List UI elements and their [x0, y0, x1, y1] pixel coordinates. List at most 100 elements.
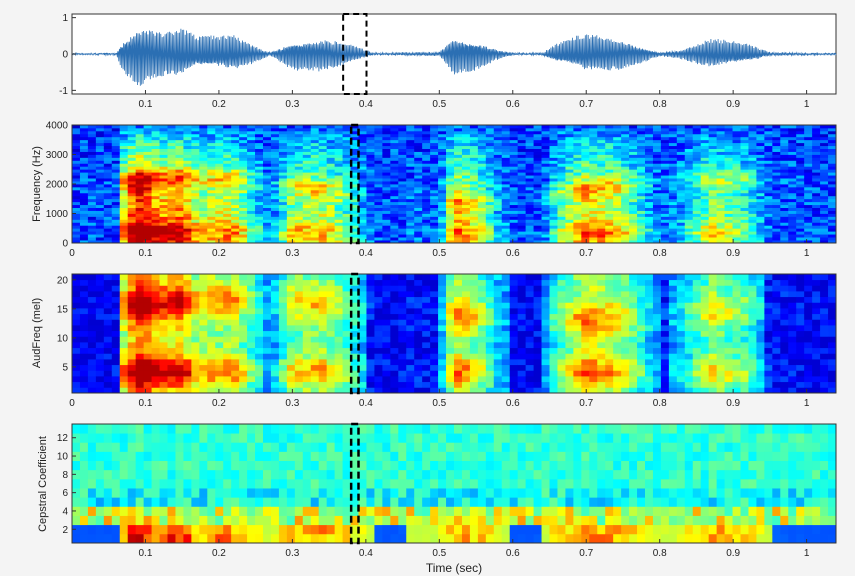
- heatmap-cell: [374, 175, 383, 179]
- heatmap-cell: [820, 127, 829, 132]
- heatmap-cell: [135, 192, 145, 197]
- heatmap-cell: [207, 216, 216, 220]
- heatmap-cell: [167, 139, 176, 144]
- heatmap-cell: [199, 381, 208, 388]
- heatmap-cell: [334, 172, 343, 176]
- heatmap-cell: [127, 204, 137, 208]
- heatmap-cell: [215, 192, 224, 197]
- heatmap-cell: [756, 142, 765, 147]
- heatmap-cell: [660, 151, 670, 155]
- heatmap-cell: [127, 139, 137, 144]
- heatmap-cell: [334, 181, 343, 185]
- heatmap-cell: [772, 186, 781, 191]
- heatmap-cell: [270, 172, 280, 176]
- heatmap-cell: [557, 225, 566, 229]
- heatmap-cell: [270, 387, 280, 394]
- heatmap-cell: [310, 195, 320, 200]
- heatmap-cell: [263, 231, 272, 235]
- heatmap-cell: [72, 198, 81, 203]
- heatmap-cell: [756, 210, 765, 214]
- heatmap-cell: [79, 347, 89, 354]
- heatmap-cell: [430, 136, 439, 141]
- heatmap-cell: [804, 225, 813, 229]
- heatmap-cell: [390, 387, 399, 394]
- heatmap-cell: [342, 347, 351, 354]
- heatmap-cell: [652, 189, 662, 194]
- heatmap-cell: [223, 359, 232, 366]
- heatmap-cell: [565, 228, 574, 232]
- heatmap-cell: [461, 130, 471, 135]
- heatmap-cell: [294, 198, 304, 203]
- heatmap-cell: [557, 148, 566, 152]
- heatmap-cell: [175, 370, 184, 377]
- heatmap-cell: [382, 279, 391, 286]
- heatmap-cell: [485, 166, 495, 170]
- heatmap-cell: [629, 125, 638, 129]
- heatmap-cell: [525, 225, 534, 229]
- heatmap-cell: [565, 192, 574, 197]
- heatmap-cell: [565, 234, 574, 238]
- heatmap-cell: [477, 225, 487, 229]
- heatmap-cell: [756, 127, 765, 132]
- heatmap-cell: [143, 186, 152, 191]
- heatmap-cell: [461, 181, 471, 185]
- heatmap-cell: [708, 225, 718, 229]
- heatmap-cell: [485, 225, 495, 229]
- heatmap-cell: [326, 319, 336, 326]
- heatmap-cell: [318, 145, 328, 149]
- heatmap-cell: [358, 142, 367, 147]
- heatmap-cell: [382, 207, 391, 211]
- heatmap-cell: [390, 370, 399, 377]
- heatmap-cell: [167, 142, 176, 147]
- heatmap-cell: [374, 359, 383, 366]
- heatmap-cell: [366, 172, 375, 176]
- heatmap-cell: [358, 139, 367, 144]
- heatmap-cell: [270, 274, 280, 281]
- heatmap-cell: [517, 157, 527, 161]
- heatmap-cell: [342, 213, 351, 217]
- heatmap-cell: [573, 172, 582, 176]
- heatmap-cell: [398, 216, 407, 220]
- heatmap-cell: [398, 222, 407, 226]
- heatmap-cell: [270, 359, 280, 366]
- heatmap-cell: [390, 210, 399, 214]
- heatmap-cell: [621, 240, 630, 244]
- heatmap-cell: [828, 201, 837, 206]
- heatmap-cell: [637, 157, 646, 161]
- heatmap-cell: [493, 142, 503, 147]
- heatmap-cell: [350, 172, 359, 176]
- heatmap-cell: [469, 291, 479, 298]
- heatmap-cell: [485, 163, 495, 167]
- heatmap-cell: [796, 195, 805, 200]
- heatmap-cell: [151, 148, 160, 152]
- heatmap-cell: [342, 231, 351, 235]
- heatmap-cell: [191, 192, 200, 197]
- heatmap-cell: [629, 127, 638, 132]
- heatmap-cell: [286, 234, 296, 238]
- heatmap-cell: [438, 163, 447, 167]
- heatmap-cell: [501, 210, 511, 214]
- heatmap-cell: [716, 219, 725, 223]
- heatmap-cell: [454, 225, 463, 229]
- heatmap-cell: [350, 308, 359, 315]
- heatmap-cell: [191, 274, 200, 281]
- heatmap-cell: [772, 222, 781, 226]
- heatmap-cell: [223, 353, 232, 360]
- heatmap-cell: [302, 145, 312, 149]
- heatmap-cell: [613, 181, 622, 185]
- heatmap-cell: [597, 201, 606, 206]
- heatmap-cell: [318, 136, 328, 141]
- heatmap-cell: [350, 192, 359, 197]
- heatmap-cell: [676, 219, 686, 223]
- heatmap-cell: [716, 175, 725, 179]
- heatmap-cell: [509, 175, 519, 179]
- heatmap-cell: [175, 151, 184, 155]
- heatmap-cell: [247, 204, 256, 208]
- heatmap-cell: [509, 139, 519, 144]
- heatmap-cell: [541, 219, 550, 223]
- heatmap-cell: [660, 145, 670, 149]
- heatmap-cell: [422, 342, 431, 349]
- heatmap-cell: [382, 163, 391, 167]
- heatmap-cell: [700, 145, 710, 149]
- heatmap-cell: [422, 204, 431, 208]
